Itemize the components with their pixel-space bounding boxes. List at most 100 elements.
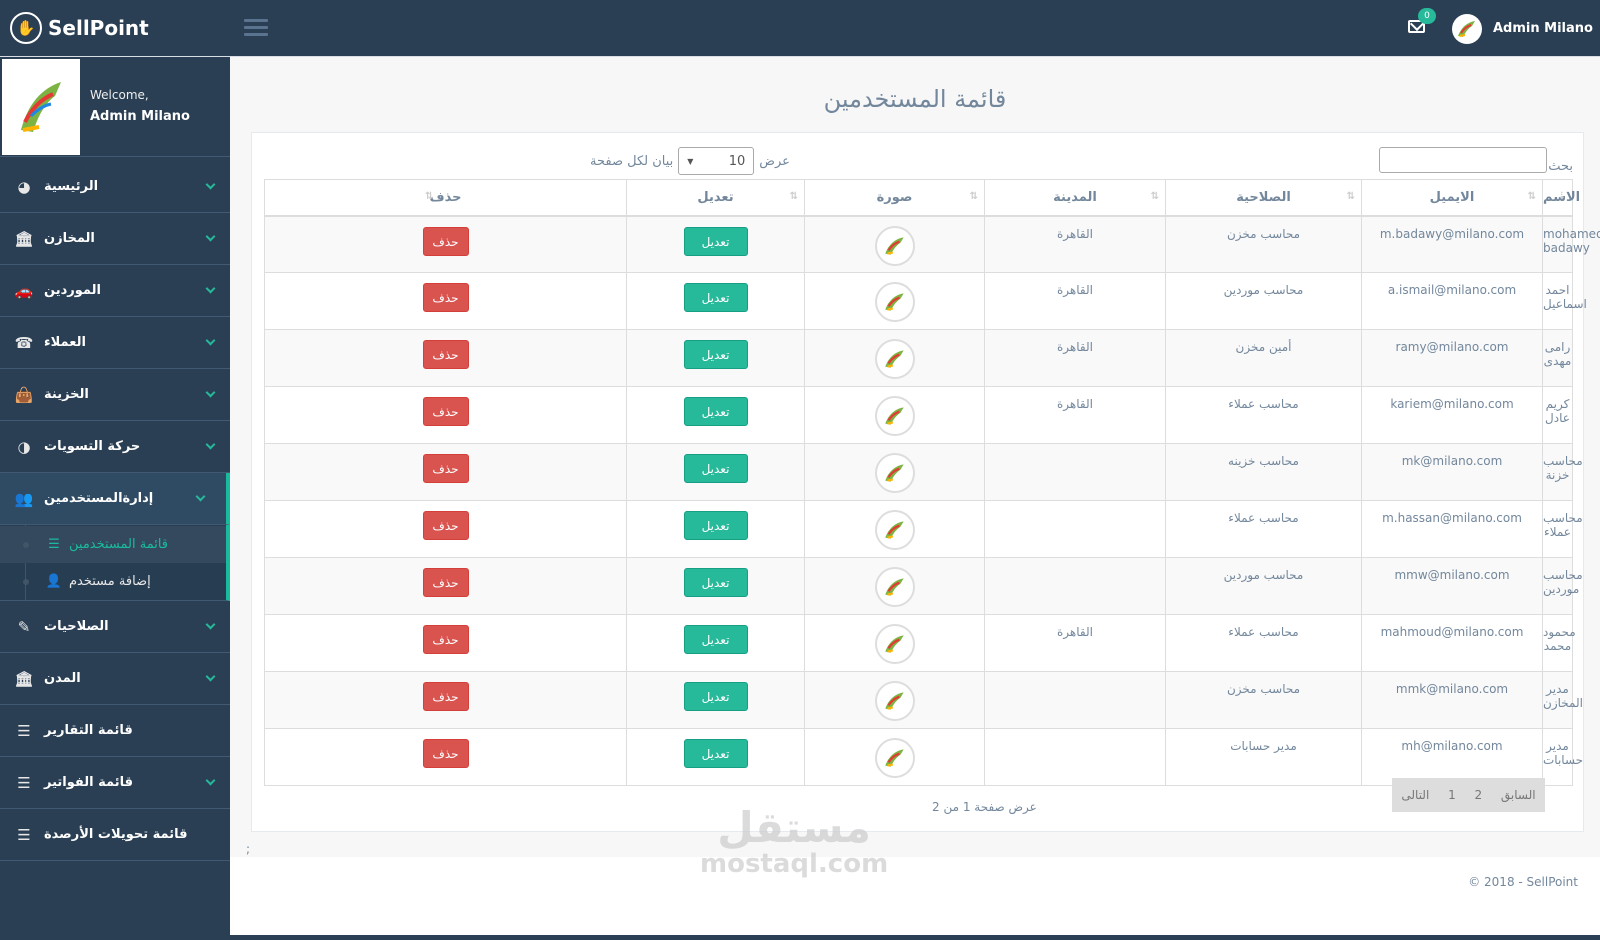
sidebar-item-label: الخزينة xyxy=(44,387,89,402)
sidebar-item-permissions[interactable]: ✎ الصلاحيات xyxy=(0,601,230,653)
sidebar-item-label: الموردين xyxy=(44,283,101,298)
delete-button[interactable]: حذف xyxy=(422,511,469,540)
delete-cell: حذف xyxy=(264,557,627,615)
column-header-email[interactable]: الايميل ⇅ xyxy=(1361,179,1543,217)
envelope-icon[interactable] xyxy=(1408,20,1425,33)
list-icon: ☰ xyxy=(17,721,31,740)
sidebar-item-treasury[interactable]: 👜 الخزينة xyxy=(0,369,230,421)
chevron-down-icon xyxy=(205,283,216,294)
image-cell xyxy=(804,671,985,729)
sidebar-item-label: الرئيسية xyxy=(44,179,99,194)
image-cell xyxy=(804,728,985,786)
chevron-down-icon xyxy=(205,335,216,346)
edit-button[interactable]: تعديل xyxy=(683,226,748,256)
role-cell: محاسب مخزن xyxy=(1165,671,1362,729)
sidebar-item-reports[interactable]: ☰ قائمة التقارير xyxy=(0,705,230,757)
sub-item-users-list[interactable]: ☰ قائمة المستخدمين xyxy=(0,526,226,563)
column-header-delete[interactable]: حذف ⇅ xyxy=(264,179,627,217)
delete-button[interactable]: حذف xyxy=(422,397,469,426)
column-header-city[interactable]: المدينة ⇅ xyxy=(984,179,1166,217)
delete-button[interactable]: حذف xyxy=(422,739,469,768)
caret-down-icon: ▼ xyxy=(687,156,694,166)
delete-cell: حذف xyxy=(264,671,627,729)
pagination-page-1[interactable]: 1 xyxy=(1448,788,1456,802)
table-row: حذف تعديل القاهرة أمين مخزن ramy@milano.com ر… xyxy=(264,329,1573,387)
edit-button[interactable]: تعديل xyxy=(683,397,748,426)
name-cell: كريم عادل xyxy=(1542,386,1573,444)
image-cell xyxy=(804,215,985,273)
pagination-next[interactable]: التالى xyxy=(1401,788,1430,802)
sidebar-item-stores[interactable]: 🏛 المخازن xyxy=(0,213,230,265)
delete-button[interactable]: حذف xyxy=(422,625,469,654)
profile-picture xyxy=(2,59,80,155)
column-header-name[interactable]: الاسم ⇣ xyxy=(1542,179,1580,217)
sidebar-item-invoices[interactable]: ☰ قائمة الفواتير xyxy=(0,757,230,809)
column-header-edit[interactable]: تعديل ⇅ xyxy=(626,179,805,217)
delete-button[interactable]: حذف xyxy=(422,283,469,312)
edit-button[interactable]: تعديل xyxy=(683,511,748,540)
edit-cell: تعديل xyxy=(626,500,805,558)
tree-line xyxy=(25,525,26,601)
delete-button[interactable]: حذف xyxy=(422,454,469,483)
pagination-prev[interactable]: السابق xyxy=(1500,788,1536,802)
edit-button[interactable]: تعديل xyxy=(683,739,748,768)
sidebar-item-users[interactable]: 👥 إدارةالمستخدمين xyxy=(0,473,230,525)
brand[interactable]: ✋ SellPoint xyxy=(10,12,149,44)
edit-button[interactable]: تعديل xyxy=(683,568,748,597)
role-cell: محاسب مخزن xyxy=(1165,215,1362,273)
search-input[interactable] xyxy=(1379,147,1547,173)
email-cell: mk@milano.com xyxy=(1361,443,1543,501)
column-header-role[interactable]: الصلاحية ⇅ xyxy=(1165,179,1362,217)
user-name[interactable]: Admin Milano xyxy=(1493,21,1593,36)
sort-icon: ⇅ xyxy=(1527,191,1537,202)
page-length-control: بيان لكل صفحة ▼ 10 عرض xyxy=(590,147,790,175)
table-row: حذف تعديل محاسب عملاء m.hassan@milano.com مح… xyxy=(264,500,1583,558)
sidebar-item-suppliers[interactable]: 🚗 الموردين xyxy=(0,265,230,317)
users-table: حذف ⇅ تعديل ⇅ صورة ⇅ المدينة ⇅ الصلاحية ⇅ الا… xyxy=(264,179,1600,786)
bag-icon: 👜 xyxy=(14,385,34,404)
sidebar-item-transfers[interactable]: ☰ قائمة تحويلات الأرصدة xyxy=(0,809,230,861)
pagination-page-2[interactable]: 2 xyxy=(1474,788,1483,802)
delete-cell: حذف xyxy=(264,386,627,444)
name-cell: مدير حسابات xyxy=(1542,728,1583,786)
edit-button[interactable]: تعديل xyxy=(683,625,748,654)
sidebar-item-cities[interactable]: 🏛 المدن xyxy=(0,653,230,705)
menu-toggle-icon[interactable] xyxy=(244,19,268,39)
image-cell xyxy=(804,557,985,615)
edit-cell: تعديل xyxy=(626,215,805,273)
search-label: بحث xyxy=(1548,159,1573,174)
footer: © 2018 - SellPoint xyxy=(230,857,1600,935)
edit-button[interactable]: تعديل xyxy=(683,454,748,483)
edit-button[interactable]: تعديل xyxy=(683,283,748,312)
image-cell xyxy=(804,329,985,387)
sidebar-item-home[interactable]: ◕ الرئيسية xyxy=(0,161,230,213)
page-length-select[interactable]: ▼ 10 xyxy=(678,147,755,175)
delete-button[interactable]: حذف xyxy=(422,226,469,256)
email-cell: mahmoud@milano.com xyxy=(1361,614,1543,672)
delete-button[interactable]: حذف xyxy=(422,682,469,711)
users-icon: 👥 xyxy=(14,489,34,508)
edit-button[interactable]: تعديل xyxy=(683,340,748,369)
sidebar-item-label: الصلاحيات xyxy=(44,619,109,634)
delete-cell: حذف xyxy=(264,728,627,786)
image-cell xyxy=(804,386,985,444)
table-row: حذف تعديل القاهرة محاسب عملاء kariem@milano.… xyxy=(264,386,1573,444)
chevron-down-icon xyxy=(205,775,216,786)
name-cell: مدير المخازن xyxy=(1542,671,1583,729)
sidebar-item-label: إدارةالمستخدمين xyxy=(44,491,154,506)
edit-button[interactable]: تعديل xyxy=(683,682,748,711)
sidebar-item-customers[interactable]: ☎ العملاء xyxy=(0,317,230,369)
user-avatar[interactable] xyxy=(1452,14,1482,44)
user-photo xyxy=(874,567,915,607)
delete-cell: حذف xyxy=(264,614,627,672)
watermark: مستقل mostaql.com xyxy=(700,807,888,878)
chevron-down-icon xyxy=(205,231,216,242)
role-cell: محاسب عملاء xyxy=(1165,500,1362,558)
user-photo xyxy=(874,225,915,266)
column-header-image[interactable]: صورة ⇅ xyxy=(804,179,985,217)
delete-button[interactable]: حذف xyxy=(422,340,469,369)
delete-cell: حذف xyxy=(264,272,627,330)
delete-button[interactable]: حذف xyxy=(422,568,469,597)
sidebar-item-adjustments[interactable]: ◑ حركة التسويات xyxy=(0,421,230,473)
sub-item-add-user[interactable]: 👤 إضافة مستخدم xyxy=(0,563,226,600)
